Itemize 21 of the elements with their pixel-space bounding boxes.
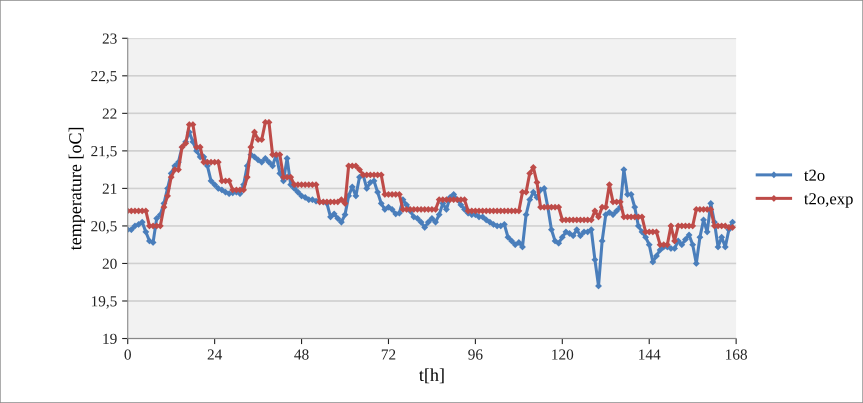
legend-label: t2o <box>804 170 825 181</box>
y-tick-label: 23 <box>102 33 117 44</box>
x-tick-label: 72 <box>382 349 396 360</box>
y-axis-title: temperature [oC] <box>68 128 86 250</box>
x-tick-label: 0 <box>124 349 131 360</box>
y-tick-label: 19 <box>103 334 117 344</box>
y-tick-label: 21,5 <box>91 146 117 159</box>
y-tick-label: 21 <box>102 184 116 194</box>
y-tick-label: 20 <box>102 258 117 269</box>
x-tick-label: 120 <box>552 349 574 360</box>
legend-label: t2o,exp <box>804 193 853 208</box>
y-tick-label: 22 <box>102 108 116 119</box>
y-tick-label: 22,5 <box>91 71 117 84</box>
x-tick-label: 48 <box>294 349 309 360</box>
x-tick-label: 24 <box>208 349 222 360</box>
x-tick-label: 96 <box>468 349 483 360</box>
x-axis-title: t[h] <box>419 368 444 384</box>
y-tick-label: 20,5 <box>91 221 117 234</box>
x-tick-label: 144 <box>639 349 660 360</box>
x-tick-label: 168 <box>726 349 748 360</box>
y-tick-label: 19,5 <box>92 296 117 309</box>
